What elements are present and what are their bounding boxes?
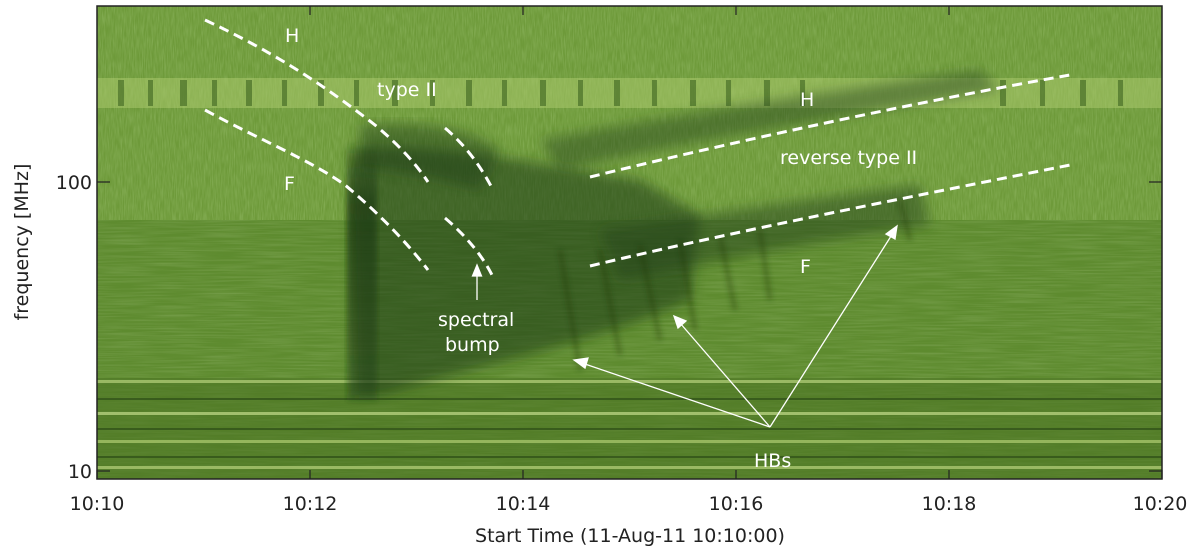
type-ii-fundamental-bump-curve: [444, 216, 494, 276]
type-ii-harmonic-bump-curve: [444, 126, 494, 189]
x-tick-label: 10:20: [1133, 493, 1188, 515]
plot-frame: [96, 5, 1163, 480]
label-fundamental-left: F: [284, 173, 295, 195]
label-reverse-type-ii: reverse type II: [780, 147, 917, 169]
radio-burst-emission: [347, 70, 1000, 400]
label-herringbones: HBs: [754, 450, 791, 472]
label-harmonic-right: H: [800, 89, 814, 111]
label-type-ii: type II: [377, 79, 437, 101]
y-tick-label: 100: [56, 172, 92, 194]
y-tick-label: 10: [68, 461, 92, 483]
band-dark-stripes: [118, 80, 1123, 106]
label-spectral: spectral: [438, 309, 514, 331]
label-bump: bump: [445, 334, 500, 356]
reverse-type-ii-fundamental-curve: [589, 163, 1071, 268]
label-harmonic-left: H: [285, 25, 299, 47]
annotation-curves: [204, 18, 1071, 276]
type-ii-harmonic-curve: [204, 18, 430, 183]
label-fundamental-right: F: [800, 256, 811, 278]
axis-ticks: [96, 6, 1163, 479]
x-tick-label: 10:10: [70, 493, 125, 515]
x-tick-label: 10:12: [283, 493, 338, 515]
y-tick-labels: 100 10: [56, 172, 92, 483]
annotation-labels: H type II F H reverse type II F spectral…: [284, 25, 917, 472]
annotation-arrows: [471, 224, 898, 428]
x-tick-labels: 10:10 10:12 10:14 10:16 10:18 10:20: [70, 493, 1188, 515]
reverse-type-ii-harmonic-curve: [589, 73, 1071, 179]
x-tick-label: 10:14: [496, 493, 551, 515]
x-tick-label: 10:16: [709, 493, 764, 515]
x-tick-label: 10:18: [922, 493, 977, 515]
bottom-stripes: [97, 380, 1162, 469]
spectrogram-area: H type II F H reverse type II F spectral…: [97, 6, 1162, 479]
y-axis-title: frequency [MHz]: [11, 164, 33, 321]
x-axis-title: Start Time (11-Aug-11 10:10:00): [475, 525, 785, 547]
type-ii-fundamental-curve: [204, 108, 430, 271]
